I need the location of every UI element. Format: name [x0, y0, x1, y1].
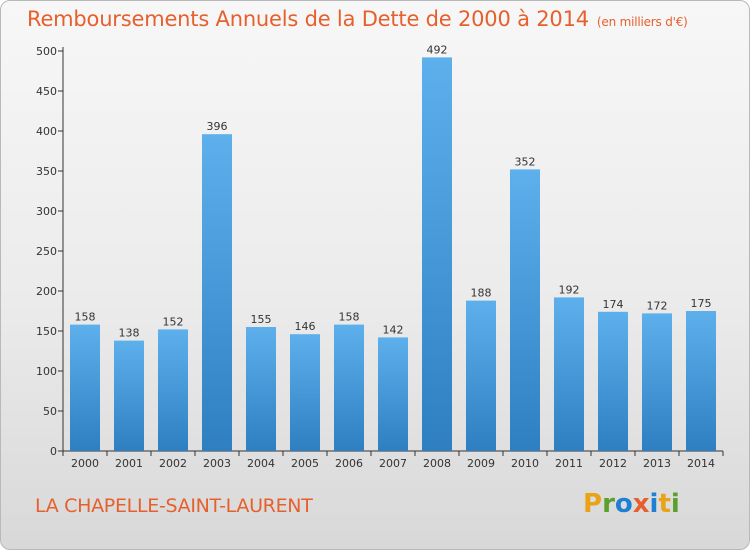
bar-value-label: 142 [383, 323, 404, 336]
bar-2007 [378, 337, 408, 451]
x-tick-label: 2008 [423, 457, 451, 470]
bar-value-label: 492 [427, 43, 448, 56]
x-tick-label: 2001 [115, 457, 143, 470]
bar-2003 [202, 134, 232, 451]
x-tick-label: 2012 [599, 457, 627, 470]
x-tick-label: 2007 [379, 457, 407, 470]
bar-value-label: 146 [295, 320, 316, 333]
chart-title: Remboursements Annuels de la Dette de 20… [27, 7, 688, 31]
bar-2008 [422, 57, 452, 452]
y-tick-label: 500 [36, 45, 57, 58]
bar-2002 [158, 329, 188, 451]
bar-value-label: 172 [647, 299, 668, 312]
bar-value-label: 158 [339, 311, 360, 324]
logo-letter: x [632, 489, 650, 519]
y-tick-label: 50 [43, 405, 57, 418]
bar-2000 [70, 324, 100, 451]
bar-value-label: 138 [119, 327, 140, 340]
bar-value-label: 396 [207, 120, 228, 133]
logo-letter: t [658, 489, 671, 519]
bar-2013 [642, 313, 672, 451]
chart-title-text: Remboursements Annuels de la Dette de 20… [27, 7, 589, 31]
y-tick-label: 100 [36, 365, 57, 378]
y-tick-label: 300 [36, 205, 57, 218]
x-tick-label: 2002 [159, 457, 187, 470]
bar-2005 [290, 334, 320, 451]
bar-2001 [114, 340, 144, 451]
y-tick-label: 150 [36, 325, 57, 338]
y-tick-label: 200 [36, 285, 57, 298]
x-tick-label: 2005 [291, 457, 319, 470]
y-tick-label: 0 [50, 445, 57, 458]
x-tick-label: 2011 [555, 457, 583, 470]
logo-letter: P [583, 489, 603, 519]
bar-2004 [246, 327, 276, 451]
logo-letter: o [614, 489, 633, 519]
bar-2011 [554, 297, 584, 451]
bar-2014 [686, 311, 716, 451]
x-tick-label: 2006 [335, 457, 363, 470]
bar-2012 [598, 311, 628, 451]
logo-letter: i [649, 489, 659, 519]
bar-value-label: 158 [75, 311, 96, 324]
bar-value-label: 175 [691, 297, 712, 310]
bar-2009 [466, 300, 496, 451]
x-tick-label: 2014 [687, 457, 715, 470]
bar-value-label: 188 [471, 287, 492, 300]
x-tick-label: 2010 [511, 457, 539, 470]
logo-letter: i [670, 489, 680, 519]
y-tick-label: 400 [36, 125, 57, 138]
place-name: LA CHAPELLE-SAINT-LAURENT [35, 495, 313, 517]
x-tick-label: 2004 [247, 457, 275, 470]
bar-value-label: 192 [559, 283, 580, 296]
bar-value-label: 352 [515, 155, 536, 168]
y-tick-label: 350 [36, 165, 57, 178]
x-tick-label: 2013 [643, 457, 671, 470]
x-tick-label: 2003 [203, 457, 231, 470]
bar-2006 [334, 324, 364, 451]
y-tick-label: 450 [36, 85, 57, 98]
logo-letter: r [602, 489, 615, 519]
x-tick-label: 2000 [71, 457, 99, 470]
bar-value-label: 152 [163, 315, 184, 328]
chart-unit: (en milliers d'€) [596, 15, 688, 29]
bar-value-label: 155 [251, 313, 272, 326]
bar-2010 [510, 169, 540, 451]
proxiti-logo[interactable]: Proxiti [583, 489, 680, 519]
x-tick-label: 2009 [467, 457, 495, 470]
y-tick-label: 250 [36, 245, 57, 258]
bar-value-label: 174 [603, 298, 624, 311]
